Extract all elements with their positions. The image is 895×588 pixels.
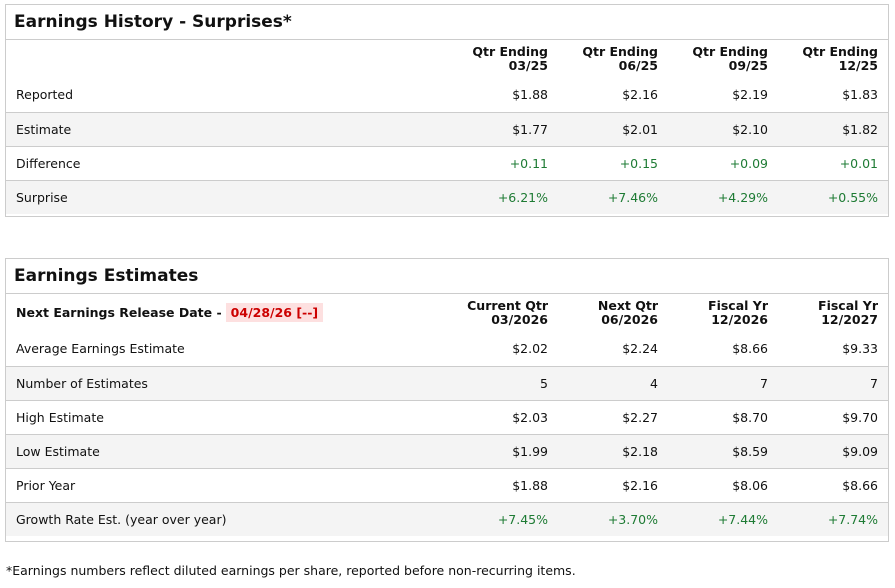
row-label: Low Estimate: [6, 434, 448, 469]
row-label: Number of Estimates: [6, 366, 448, 401]
column-header-line: Qtr Ending: [582, 44, 658, 59]
section-title: Earnings History - Surprises*: [6, 5, 888, 40]
column-header-line: 03/25: [508, 58, 548, 73]
row-label: Difference: [6, 146, 448, 181]
value-cell: +0.11: [448, 146, 558, 181]
column-header-line: 12/2026: [711, 312, 768, 327]
value-cell: $9.70: [778, 400, 888, 435]
table-row: High Estimate $2.03 $2.27 $8.70 $9.70: [6, 400, 888, 435]
value-cell: +6.21%: [497, 189, 548, 205]
value-cell: $2.02: [448, 332, 558, 367]
value-cell: $2.16: [558, 78, 668, 113]
column-header-line: Fiscal Yr: [708, 298, 768, 313]
row-label: Estimate: [6, 112, 448, 147]
value-cell: $2.27: [558, 400, 668, 435]
value-cell: 7: [778, 366, 888, 401]
column-header: Qtr Ending 09/25: [668, 40, 778, 78]
value-cell: +3.70%: [607, 511, 658, 527]
column-header: Next Qtr 06/2026: [558, 294, 668, 332]
value-cell: $2.16: [558, 468, 668, 503]
table-row: Average Earnings Estimate $2.02 $2.24 $8.66…: [6, 332, 888, 367]
row-label: Surprise: [16, 189, 68, 205]
column-header-line: Qtr Ending: [802, 44, 878, 59]
column-header: Fiscal Yr 12/2027: [778, 294, 888, 332]
value-cell: $1.83: [778, 78, 888, 113]
table-row: Difference +0.11 +0.15 +0.09 +0.01: [6, 146, 888, 181]
value-cell: $2.01: [558, 112, 668, 147]
table-row: Growth Rate Est. (year over year) +7.45% +…: [6, 502, 888, 536]
row-label: Reported: [6, 78, 448, 113]
value-cell: $2.18: [558, 434, 668, 469]
column-header-line: Next Qtr: [597, 298, 658, 313]
column-header-line: Fiscal Yr: [818, 298, 878, 313]
value-cell: $1.88: [448, 78, 558, 113]
value-cell: +0.01: [778, 146, 888, 181]
table-row: Number of Estimates 5 4 7 7: [6, 366, 888, 401]
column-header-line: Current Qtr: [467, 298, 548, 313]
value-cell: $2.24: [558, 332, 668, 367]
row-label: Growth Rate Est. (year over year): [16, 511, 227, 527]
value-cell: $8.06: [668, 468, 778, 503]
column-header-line: 12/25: [838, 58, 878, 73]
release-date-cell: Next Earnings Release Date -04/28/26 [--…: [6, 294, 448, 332]
column-header-line: Qtr Ending: [692, 44, 768, 59]
row-label: High Estimate: [6, 400, 448, 435]
value-cell: $1.88: [448, 468, 558, 503]
table-row: Reported $1.88 $2.16 $2.19 $1.83: [6, 78, 888, 113]
value-cell: $1.77: [448, 112, 558, 147]
value-cell: $8.66: [668, 332, 778, 367]
value-cell: $1.99: [448, 434, 558, 469]
row-label: Prior Year: [6, 468, 448, 503]
value-cell: $8.66: [778, 468, 888, 503]
value-cell: +0.09: [668, 146, 778, 181]
value-cell: $2.19: [668, 78, 778, 113]
table-row: Estimate $1.77 $2.01 $2.10 $1.82: [6, 112, 888, 147]
column-header: Current Qtr 03/2026: [448, 294, 558, 332]
column-header-line: Qtr Ending: [472, 44, 548, 59]
column-header-line: 06/25: [618, 58, 658, 73]
value-cell: +7.45%: [497, 511, 548, 527]
value-cell: $2.10: [668, 112, 778, 147]
value-cell: $2.03: [448, 400, 558, 435]
value-cell: +4.29%: [717, 189, 768, 205]
column-header: Qtr Ending 12/25: [778, 40, 888, 78]
column-header-line: 03/2026: [491, 312, 548, 327]
earnings-estimates-table: Earnings Estimates Next Earnings Release…: [5, 258, 889, 542]
value-cell: 4: [558, 366, 668, 401]
header-empty: [6, 40, 448, 78]
value-cell: +7.46%: [607, 189, 658, 205]
value-cell: $8.59: [668, 434, 778, 469]
value-cell: $9.09: [778, 434, 888, 469]
value-cell: 5: [448, 366, 558, 401]
value-cell: +0.15: [558, 146, 668, 181]
value-cell: 7: [668, 366, 778, 401]
earnings-history-table: Earnings History - Surprises* Qtr Ending…: [5, 4, 889, 217]
column-header: Qtr Ending 06/25: [558, 40, 668, 78]
column-header-line: 09/25: [728, 58, 768, 73]
value-cell: +0.55%: [827, 189, 878, 205]
value-cell: +7.74%: [827, 511, 878, 527]
column-header: Qtr Ending 03/25: [448, 40, 558, 78]
column-header-line: 12/2027: [821, 312, 878, 327]
column-header-line: 06/2026: [601, 312, 658, 327]
table-row: Prior Year $1.88 $2.16 $8.06 $8.66: [6, 468, 888, 503]
release-date: 04/28/26 [--]: [225, 303, 324, 322]
table-row: Low Estimate $1.99 $2.18 $8.59 $9.09: [6, 434, 888, 469]
table-row: Surprise +6.21% +7.46% +4.29% +0.55%: [6, 180, 888, 214]
column-header: Fiscal Yr 12/2026: [668, 294, 778, 332]
footnote: *Earnings numbers reflect diluted earnin…: [6, 563, 576, 578]
value-cell: $8.70: [668, 400, 778, 435]
value-cell: $9.33: [778, 332, 888, 367]
value-cell: $1.82: [778, 112, 888, 147]
section-title: Earnings Estimates: [6, 259, 888, 294]
release-label: Next Earnings Release Date -: [16, 305, 222, 320]
value-cell: +7.44%: [717, 511, 768, 527]
row-label: Average Earnings Estimate: [6, 332, 448, 367]
